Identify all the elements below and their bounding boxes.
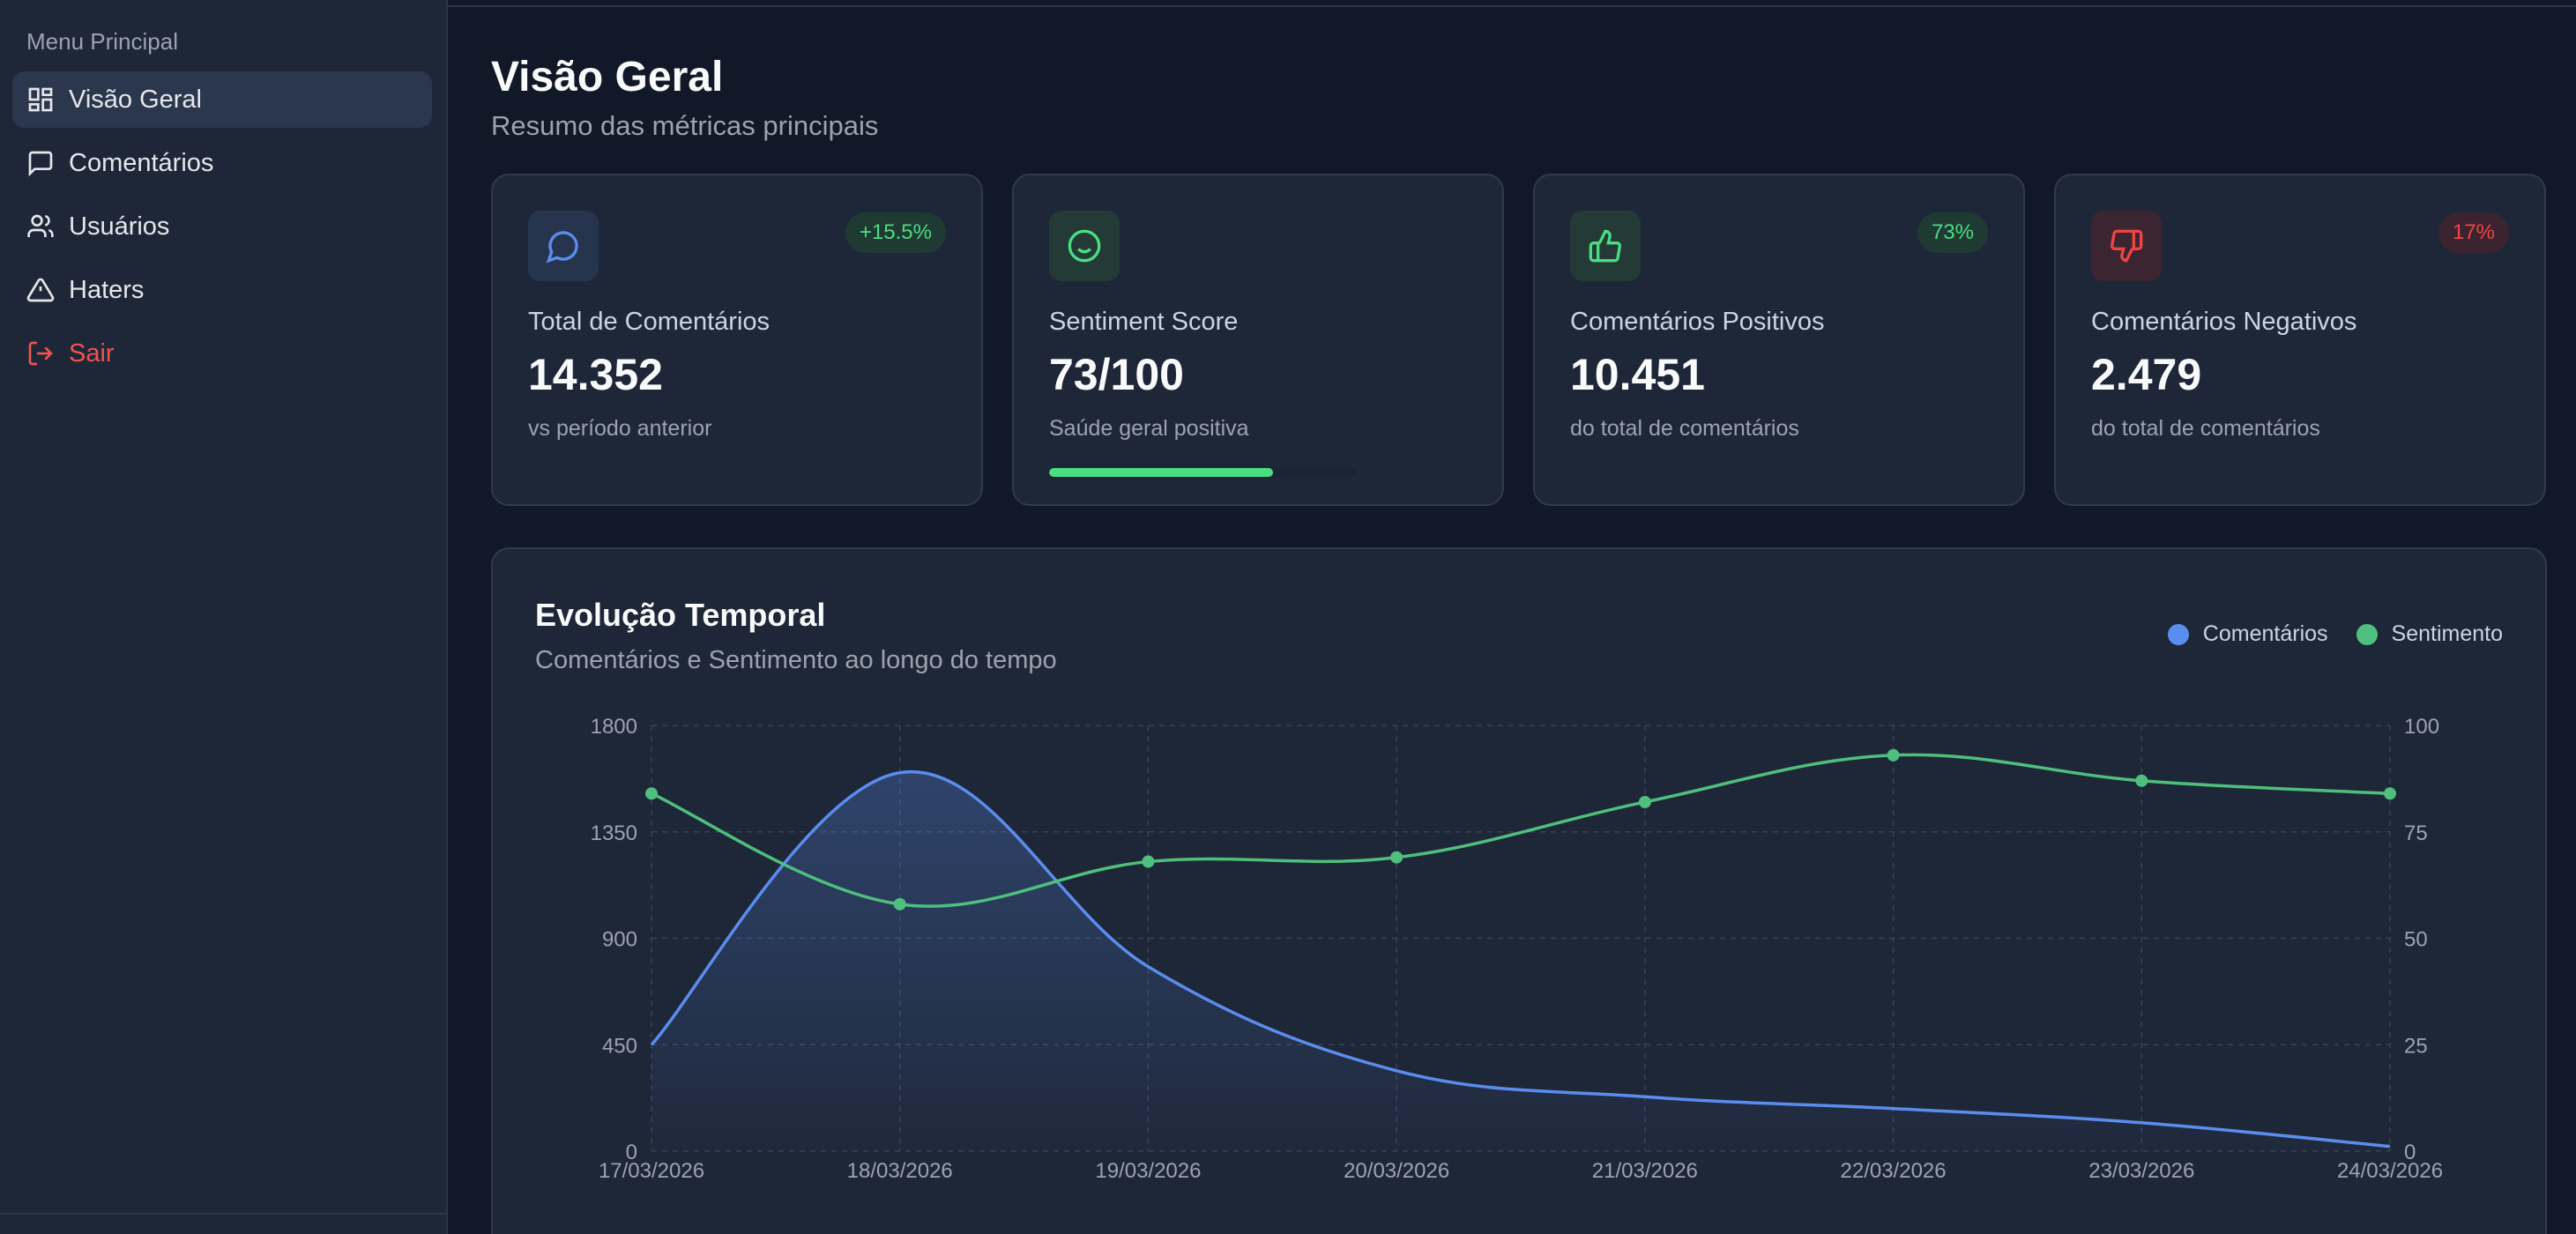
dashboard-icon [28, 87, 53, 112]
sentimento-point [2384, 787, 2396, 800]
x-tick-label: 20/03/2026 [1344, 1159, 1449, 1183]
sidebar-item-label: Usuários [69, 212, 170, 241]
alert-triangle-icon [26, 278, 55, 302]
sentimento-point [893, 897, 906, 911]
card-subtext: vs período anterior [528, 416, 712, 441]
sentimento-point [1887, 748, 1900, 762]
sentiment-progress-bar [1049, 468, 1356, 477]
card-value: 14.352 [528, 350, 663, 399]
sidebar-item-label: Sair [69, 338, 115, 368]
card-subtext: Saúde geral positiva [1049, 416, 1249, 441]
card-value: 2.479 [2091, 350, 2202, 399]
percent-badge: 73% [1917, 212, 1988, 253]
sidebar-item-label: Haters [69, 275, 145, 304]
series-sentimento-line [651, 753, 2391, 908]
card-label: Comentários Negativos [2091, 308, 2357, 336]
users-icon [27, 214, 54, 237]
sidebar-item-sair[interactable]: Sair [12, 325, 432, 382]
sidebar-item-label: Comentários [69, 148, 214, 177]
y-left-tick-label: 1800 [591, 715, 637, 739]
y-right-tick-label: 50 [2404, 928, 2428, 952]
sidebar-item-comentarios[interactable]: Comentários [12, 135, 432, 191]
card-subtext: do total de comentários [2091, 416, 2320, 441]
sidebar: Menu Principal Visão Geral Comentários U… [0, 0, 448, 1234]
y-left-tick-label: 1350 [591, 821, 637, 845]
x-tick-label: 18/03/2026 [847, 1159, 953, 1183]
sidebar-item-usuarios[interactable]: Usuários [12, 198, 432, 255]
thumbs-down-icon [2091, 211, 2162, 281]
sentimento-point [1638, 795, 1651, 808]
x-tick-label: 22/03/2026 [1841, 1159, 1947, 1183]
chart-card: Evolução Temporal Comentários e Sentimen… [491, 547, 2547, 1234]
y-left-tick-label: 450 [602, 1034, 637, 1058]
card-label: Sentiment Score [1049, 308, 1239, 336]
card-comentarios-negativos: 17% Comentários Negativos 2.479 do total… [2054, 174, 2546, 506]
card-comentarios-positivos: 73% Comentários Positivos 10.451 do tota… [1533, 174, 2025, 506]
series-comentarios-line [650, 769, 2391, 1149]
chart-title: Evolução Temporal [535, 597, 826, 633]
x-tick-label: 17/03/2026 [599, 1159, 704, 1183]
y-right-tick-label: 100 [2404, 715, 2439, 739]
card-value: 10.451 [1570, 350, 1705, 399]
y-left-tick-label: 900 [602, 928, 637, 952]
card-total-comentarios: +15.5% Total de Comentários 14.352 vs pe… [491, 174, 983, 506]
progress-fill [1049, 468, 1274, 477]
sidebar-item-label: Visão Geral [69, 85, 202, 114]
card-label: Total de Comentários [528, 308, 771, 336]
legend-item-sentimento[interactable]: Sentimento [2356, 621, 2503, 647]
log-out-icon [28, 341, 53, 366]
thumbs-up-icon [1570, 211, 1641, 281]
x-tick-label: 19/03/2026 [1095, 1159, 1201, 1183]
sentimento-point [2135, 774, 2148, 787]
legend-label: Sentimento [2391, 621, 2503, 646]
sidebar-item-visao-geral[interactable]: Visão Geral [12, 71, 432, 128]
growth-badge: +15.5% [845, 212, 946, 253]
legend-dot [2167, 623, 2189, 645]
series-comentarios-area [651, 771, 2390, 1151]
message-square-icon [28, 151, 53, 177]
page-subtitle: Resumo das métricas principais [491, 110, 879, 141]
page-title: Visão Geral [491, 54, 724, 100]
metric-cards: +15.5% Total de Comentários 14.352 vs pe… [491, 174, 2547, 506]
legend-dot [2356, 623, 2378, 645]
card-value: 73/100 [1049, 350, 1184, 399]
smile-icon [1049, 211, 1120, 281]
y-left-tick-label: 0 [626, 1141, 637, 1164]
card-subtext: do total de comentários [1570, 416, 1799, 441]
sidebar-heading: Menu Principal [26, 28, 178, 55]
x-tick-label: 24/03/2026 [2337, 1159, 2443, 1183]
sidebar-divider [0, 1213, 446, 1215]
chart-legend: Comentários Sentimento [2167, 621, 2503, 647]
line-chart: 0 450 900 1350 1800 0 25 50 75 100 17/03/2026 18/03… [591, 715, 2443, 1183]
card-sentiment-score: Sentiment Score 73/100 Saúde geral posit… [1012, 174, 1504, 506]
sentimento-point [1142, 855, 1155, 868]
legend-label: Comentários [2202, 621, 2328, 646]
x-tick-label: 23/03/2026 [2088, 1159, 2194, 1183]
y-right-tick-label: 0 [2404, 1141, 2416, 1164]
y-right-tick-label: 25 [2404, 1034, 2428, 1058]
percent-badge: 17% [2438, 212, 2509, 253]
legend-item-comentarios[interactable]: Comentários [2167, 621, 2328, 647]
sentimento-point [645, 787, 658, 800]
main-content: Visão Geral Resumo das métricas principa… [448, 0, 2576, 1234]
chart-subtitle: Comentários e Sentimento ao longo do tem… [535, 646, 1057, 674]
y-right-tick-label: 75 [2404, 821, 2428, 845]
x-tick-label: 21/03/2026 [1592, 1159, 1698, 1183]
header-divider [448, 5, 2576, 7]
card-label: Comentários Positivos [1570, 308, 1825, 336]
sidebar-item-haters[interactable]: Haters [12, 262, 432, 318]
message-circle-icon [528, 211, 599, 281]
sentimento-point [1390, 851, 1403, 864]
